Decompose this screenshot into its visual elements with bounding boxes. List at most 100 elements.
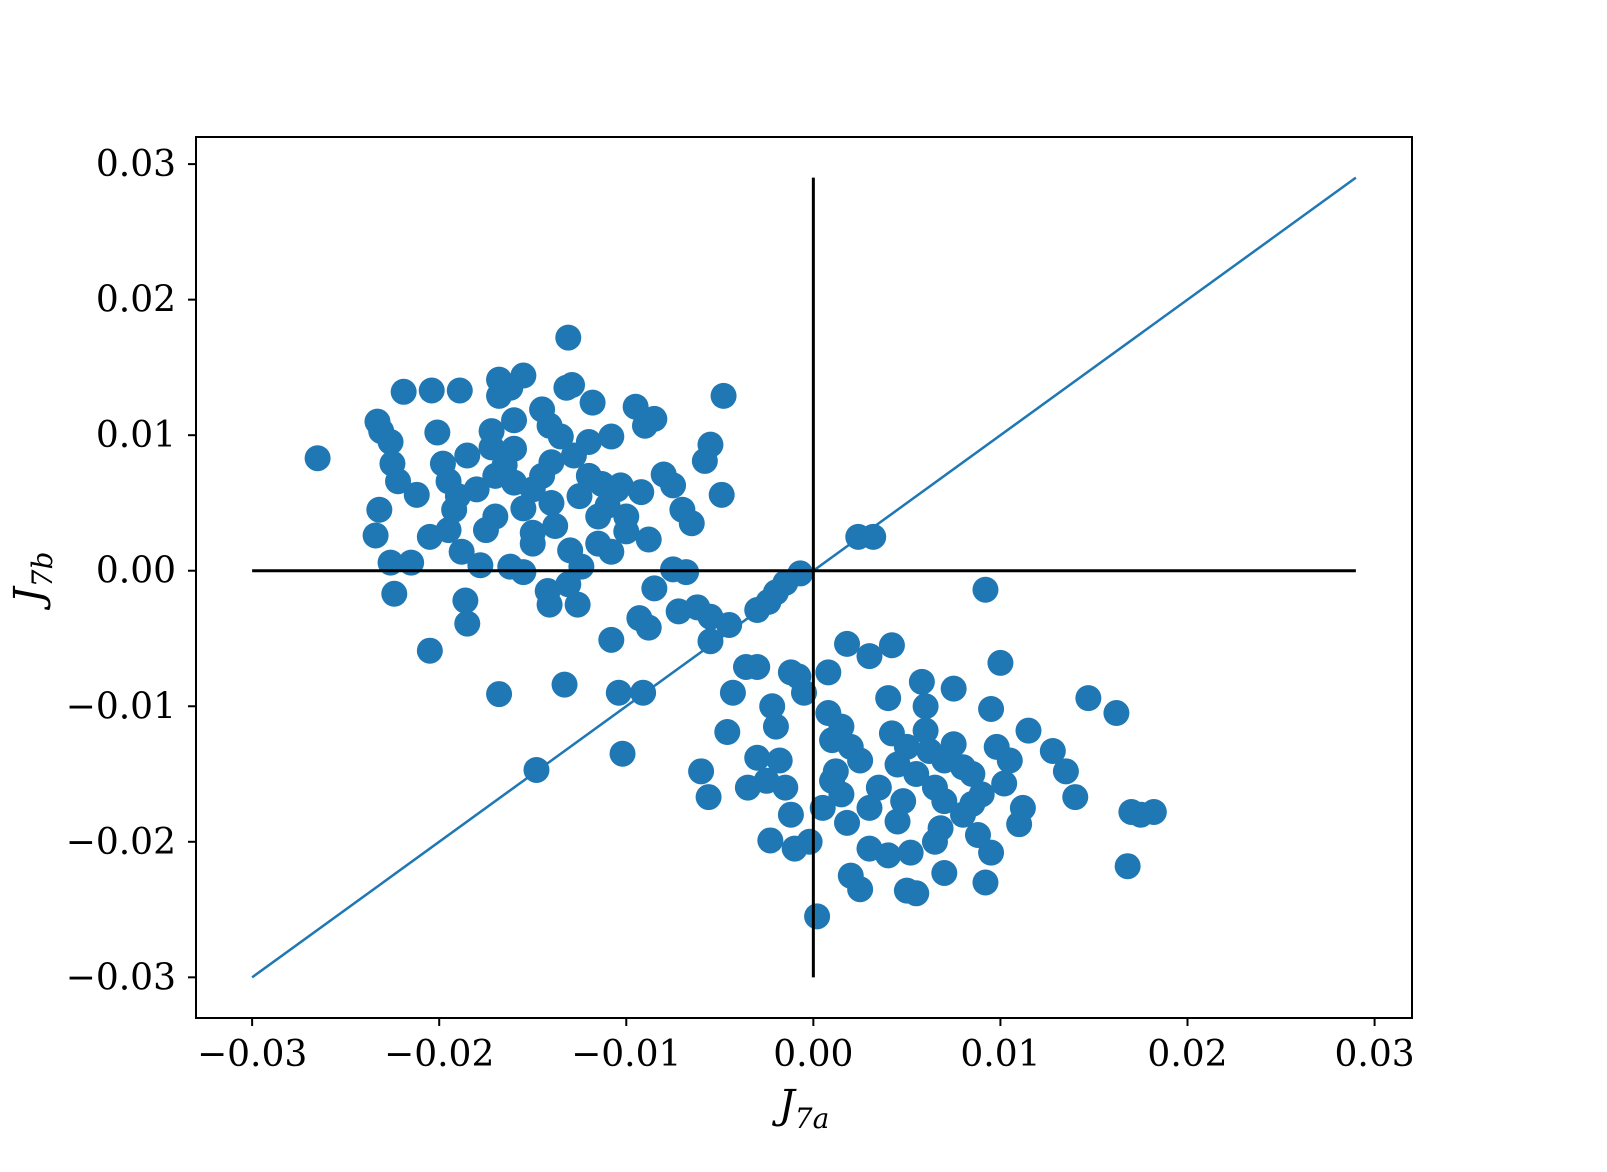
data-point bbox=[856, 835, 883, 862]
data-point bbox=[377, 428, 404, 455]
data-point bbox=[1114, 853, 1141, 880]
data-point bbox=[931, 788, 958, 815]
data-point bbox=[757, 827, 784, 854]
y-axis: −0.03 −0.02 −0.01 0.00 0.01 0.02 0.03 bbox=[66, 144, 196, 998]
y-tick-label: −0.02 bbox=[66, 822, 176, 863]
x-axis-label-subscript: 7a bbox=[795, 1102, 830, 1135]
data-point bbox=[385, 468, 412, 495]
data-point bbox=[641, 405, 668, 432]
data-point bbox=[575, 462, 602, 489]
data-point bbox=[860, 523, 887, 550]
data-point bbox=[482, 462, 509, 489]
data-point bbox=[678, 510, 705, 537]
data-point bbox=[897, 839, 924, 866]
data-point bbox=[435, 517, 462, 544]
data-point bbox=[878, 632, 905, 659]
data-point bbox=[418, 377, 445, 404]
data-point bbox=[575, 428, 602, 455]
data-point bbox=[695, 784, 722, 811]
data-point bbox=[551, 671, 578, 698]
data-point bbox=[598, 423, 625, 450]
x-tick-label: −0.02 bbox=[384, 1034, 494, 1075]
data-point bbox=[628, 479, 655, 506]
data-point bbox=[815, 659, 842, 686]
data-point bbox=[444, 483, 471, 510]
data-point bbox=[708, 481, 735, 508]
data-point bbox=[529, 462, 556, 489]
data-point bbox=[635, 614, 662, 641]
data-point bbox=[912, 717, 939, 744]
data-point bbox=[865, 774, 892, 801]
data-point bbox=[777, 801, 804, 828]
data-point bbox=[964, 822, 991, 849]
data-point bbox=[893, 733, 920, 760]
data-point bbox=[660, 472, 687, 499]
data-point bbox=[787, 560, 814, 587]
data-point bbox=[734, 774, 761, 801]
data-point bbox=[921, 828, 948, 855]
data-point bbox=[381, 580, 408, 607]
x-tick-label: 0.01 bbox=[960, 1034, 1040, 1075]
data-point bbox=[781, 835, 808, 862]
data-point bbox=[996, 747, 1023, 774]
data-point bbox=[1052, 758, 1079, 785]
data-point bbox=[719, 679, 746, 706]
data-point bbox=[1140, 798, 1167, 825]
data-point bbox=[834, 630, 861, 657]
data-point bbox=[890, 788, 917, 815]
data-point bbox=[884, 808, 911, 835]
data-point bbox=[304, 445, 331, 472]
data-point bbox=[950, 801, 977, 828]
plot-frame bbox=[195, 136, 1413, 1019]
data-point bbox=[688, 758, 715, 785]
data-point bbox=[766, 747, 793, 774]
data-point bbox=[641, 575, 668, 602]
data-point bbox=[968, 781, 995, 808]
data-point bbox=[416, 637, 443, 664]
data-point bbox=[987, 649, 1014, 676]
x-tick-label: 0.02 bbox=[1147, 1034, 1227, 1075]
data-point bbox=[510, 362, 537, 389]
data-point bbox=[714, 719, 741, 746]
data-point bbox=[978, 695, 1005, 722]
data-point bbox=[744, 653, 771, 680]
data-point bbox=[424, 419, 451, 446]
y-tick-label: 0.00 bbox=[96, 551, 176, 592]
data-point bbox=[403, 481, 430, 508]
data-point bbox=[972, 869, 999, 896]
data-point bbox=[366, 496, 393, 523]
data-point bbox=[991, 770, 1018, 797]
data-point bbox=[446, 377, 473, 404]
data-point bbox=[538, 489, 565, 516]
x-tick-label: −0.03 bbox=[197, 1034, 307, 1075]
data-point bbox=[912, 693, 939, 720]
data-point bbox=[1062, 784, 1089, 811]
data-point bbox=[940, 675, 967, 702]
data-point bbox=[547, 423, 574, 450]
data-points bbox=[304, 324, 1167, 930]
data-point bbox=[564, 591, 591, 618]
reference-lines bbox=[251, 176, 1357, 979]
data-point bbox=[856, 794, 883, 821]
data-point bbox=[716, 611, 743, 638]
y-tick-label: 0.02 bbox=[96, 280, 176, 321]
data-point bbox=[759, 693, 786, 720]
data-point bbox=[519, 530, 546, 557]
data-point bbox=[875, 685, 902, 712]
data-point bbox=[828, 713, 855, 740]
data-point bbox=[598, 626, 625, 653]
data-point bbox=[362, 522, 389, 549]
y-axis-label: J7b bbox=[6, 552, 59, 611]
y-tick-label: 0.03 bbox=[96, 144, 176, 185]
data-point bbox=[605, 679, 632, 706]
data-point bbox=[908, 668, 935, 695]
data-point bbox=[454, 610, 481, 637]
data-point bbox=[744, 744, 771, 771]
data-point bbox=[1015, 717, 1042, 744]
data-point bbox=[448, 538, 475, 565]
data-point bbox=[501, 407, 528, 434]
data-point bbox=[1075, 685, 1102, 712]
data-point bbox=[542, 512, 569, 539]
